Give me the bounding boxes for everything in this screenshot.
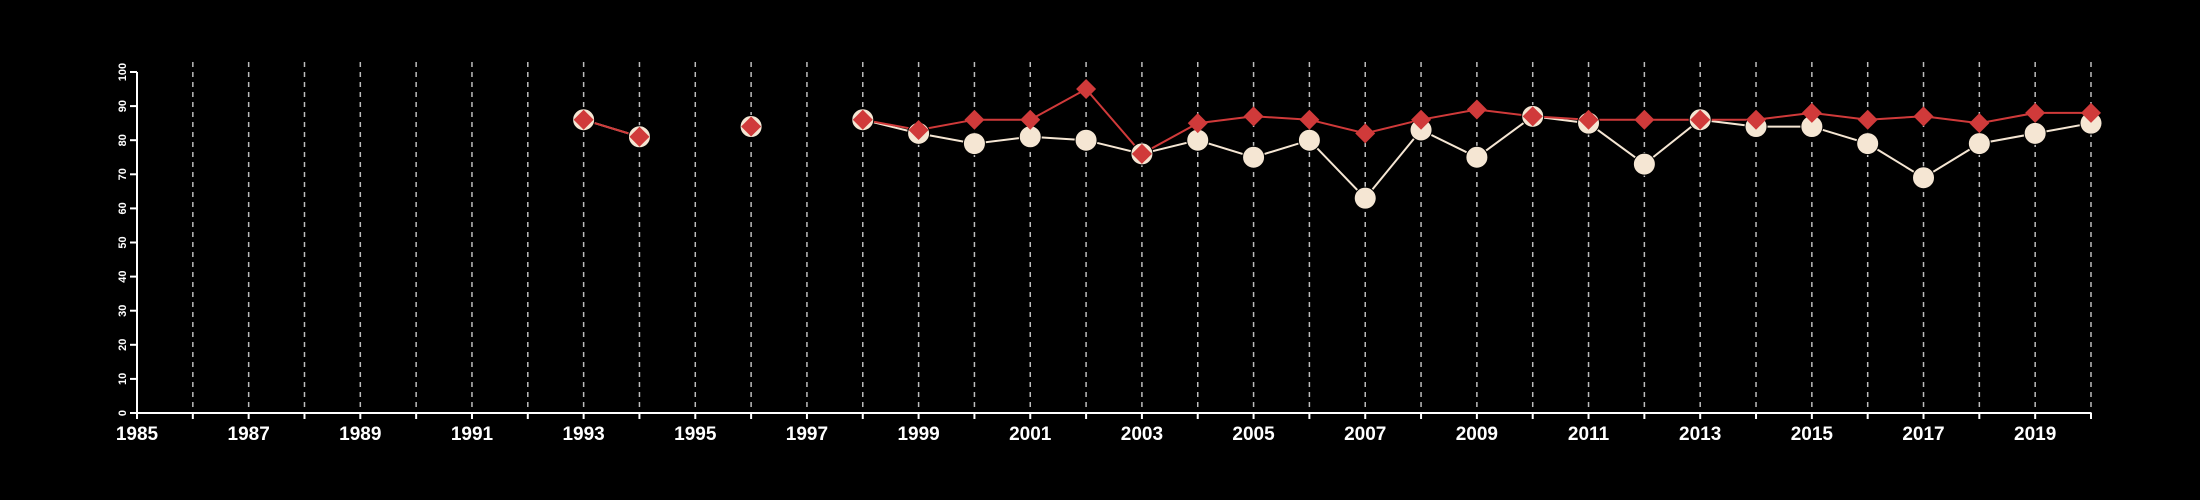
series-1-point-2004 [1187,113,1208,134]
series-0-point-2006 [1297,128,1321,152]
series-1-point-2016 [1857,109,1878,130]
data-series [572,79,2103,210]
series-1-point-2015 [1801,102,1822,123]
x-tick-label: 1985 [116,424,159,445]
series-1-point-2019 [2025,102,2046,123]
series-1-point-1993 [573,109,594,130]
series-0-point-2017 [1912,166,1936,190]
x-tick-label: 2017 [1902,424,1944,445]
y-tick-label: 30 [117,305,129,317]
series-1-point-2006 [1299,109,1320,130]
series-1-point-2007 [1355,123,1376,144]
series-1-point-2009 [1466,99,1487,120]
series-0-point-2012 [1632,152,1656,176]
series-1-point-2013 [1690,109,1711,130]
x-tick-label: 2003 [1121,424,1163,445]
series-1-point-1994 [629,126,650,147]
x-tick-label: 1997 [786,424,828,445]
series-1-point-2020 [2081,102,2101,123]
series-1-point-2005 [1243,106,1264,127]
y-tick-label: 90 [117,100,129,112]
series-1-point-2017 [1913,106,1934,127]
series-1-point-2011 [1578,109,1599,130]
series-1-point-2002 [1076,79,1097,100]
series-0-point-2009 [1465,145,1489,169]
series-1-point-1996 [741,116,762,137]
x-tick-label: 2011 [1568,424,1610,445]
y-tick-label: 20 [117,339,129,351]
x-tick-label: 1991 [451,424,494,445]
x-tick-label: 2005 [1232,424,1275,445]
series-1-point-2012 [1634,109,1655,130]
y-tick-label: 70 [117,168,129,180]
series-0-point-2019 [2023,121,2047,145]
x-tick-label: 1989 [339,424,381,445]
y-tick-label: 10 [117,373,129,385]
x-tick-label: 2013 [1679,424,1721,445]
series-1-point-2014 [1746,109,1767,130]
x-tick-label: 2007 [1344,424,1386,445]
x-tick-label: 2019 [2014,424,2056,445]
x-tick-label: 2009 [1456,424,1498,445]
series-0-point-2000 [962,132,986,156]
y-tick-label: 80 [117,134,129,146]
y-tick-label: 50 [117,236,129,248]
x-tick-label: 1987 [228,424,270,445]
series-0-point-2005 [1242,145,1266,169]
series-0-point-2007 [1353,186,1377,210]
y-tick-label: 40 [117,270,129,282]
x-tick-label: 2001 [1009,424,1052,445]
series-0-point-2016 [1856,132,1880,156]
series-1-point-2001 [1020,109,1041,130]
series-1-point-2018 [1969,113,1990,134]
y-tick-label: 60 [117,202,129,214]
vertical-grid-lines [192,62,2092,413]
series-0-point-2002 [1074,128,1098,152]
x-tick-label: 2015 [1791,424,1834,445]
axes: 1985 1987 1989 1991 1993 1995 1997 1999 2001 2003… [116,63,2092,445]
x-tick-label: 1993 [562,424,604,445]
series-1-point-2003 [1131,143,1152,164]
series-1-point-2000 [964,109,985,130]
series-1-point-1999 [908,119,929,140]
y-tick-label: 100 [117,63,129,81]
series-1-point-2008 [1411,109,1432,130]
series-1-point-1998 [852,109,873,130]
y-tick-label: 0 [117,410,129,416]
series-0-point-2018 [1967,132,1991,156]
series-1-point-2010 [1522,106,1543,127]
x-tick-label: 1995 [674,424,717,445]
x-tick-label: 1999 [897,424,939,445]
